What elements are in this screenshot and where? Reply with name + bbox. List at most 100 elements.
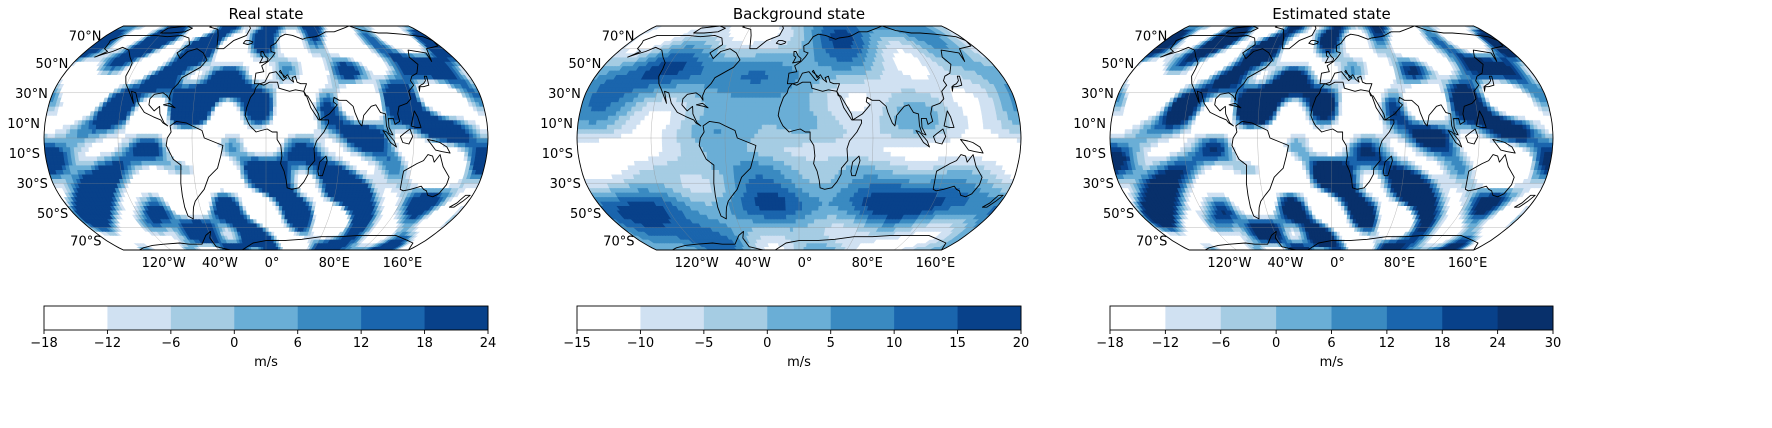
field-cell [180,124,186,130]
field-cell [176,133,182,139]
field-cell [80,142,86,148]
field-cell [258,196,263,202]
field-cell [54,137,60,143]
field-cell [84,128,90,134]
field-cell [283,92,288,98]
field-cell [195,133,200,139]
field-cell [258,155,263,161]
field-cell [272,187,277,193]
field-cell [272,97,278,103]
field-cell [210,115,216,121]
field-cell [276,187,281,193]
field-cell [215,97,220,103]
field-cell [252,201,257,206]
field-cell [272,78,277,84]
field-cell [225,115,230,121]
field-cell [240,101,245,107]
field-cell [256,214,261,220]
field-cell [294,155,300,161]
field-cell [468,137,474,143]
field-cell [413,137,419,143]
field-cell [54,128,60,134]
field-cell [291,142,296,148]
field-cell [210,160,216,166]
field-cell [276,87,281,94]
field-cell [76,137,82,143]
field-cell [258,164,263,170]
field-cell [269,169,274,175]
field-cell [139,142,145,148]
field-cell [265,110,271,116]
field-cell [417,133,422,139]
field-cell [417,137,422,143]
field-cell [454,133,459,139]
field-cell [232,128,237,134]
field-cell [243,164,249,170]
field-cell [346,128,352,134]
field-cell [287,173,292,179]
field-cell [154,124,160,130]
field-cell [192,155,197,161]
field-cell [269,155,274,161]
field-cell [99,133,104,139]
field-cell [236,169,242,175]
field-cell [327,160,333,166]
field-cell [331,119,337,125]
field-cell [173,142,178,148]
field-cell [450,133,456,139]
field-cell [301,101,307,107]
field-cell [409,146,415,152]
field-cell [276,92,281,98]
field-cell [319,101,325,107]
field-cell [265,133,271,139]
field-cell [121,124,127,130]
field-cell [84,137,89,143]
field-cell [229,97,235,103]
field-cell [435,128,441,134]
field-cell [252,205,257,211]
field-cell [265,97,270,103]
field-cell [346,146,352,152]
field-cell [248,201,254,206]
field-cell [357,155,362,161]
field-cell [191,137,197,143]
field-cell [313,133,319,139]
field-cell [269,146,274,152]
field-cell [265,187,270,193]
field-cell [184,128,189,134]
field-cell [259,205,264,211]
field-cell [272,106,278,112]
field-cell [250,133,256,139]
field-cell [465,128,470,134]
field-cell [188,128,193,134]
field-cell [147,151,153,157]
field-cell [102,137,108,143]
field-cell [199,160,205,166]
field-cell [259,209,264,215]
field-cell [239,146,245,152]
field-cell [218,164,223,170]
field-cell [222,173,227,179]
field-cell [331,110,336,116]
field-cell [221,151,226,157]
field-cell [357,151,363,157]
field-cell [95,142,101,148]
field-cell [301,173,307,179]
field-cell [294,115,300,121]
field-cell [249,214,254,220]
field-cell [309,124,315,130]
field-cell [350,151,355,157]
field-cell [139,128,145,134]
field-cell [80,133,86,139]
field-cell [269,78,274,84]
field-cell [162,155,168,161]
field-cell [364,151,370,157]
field-cell [350,146,355,152]
field-cell [295,128,300,134]
field-cell [54,133,60,139]
field-cell [305,169,310,175]
field-cell [95,137,100,143]
field-cell [151,124,156,130]
field-cell [312,169,318,175]
